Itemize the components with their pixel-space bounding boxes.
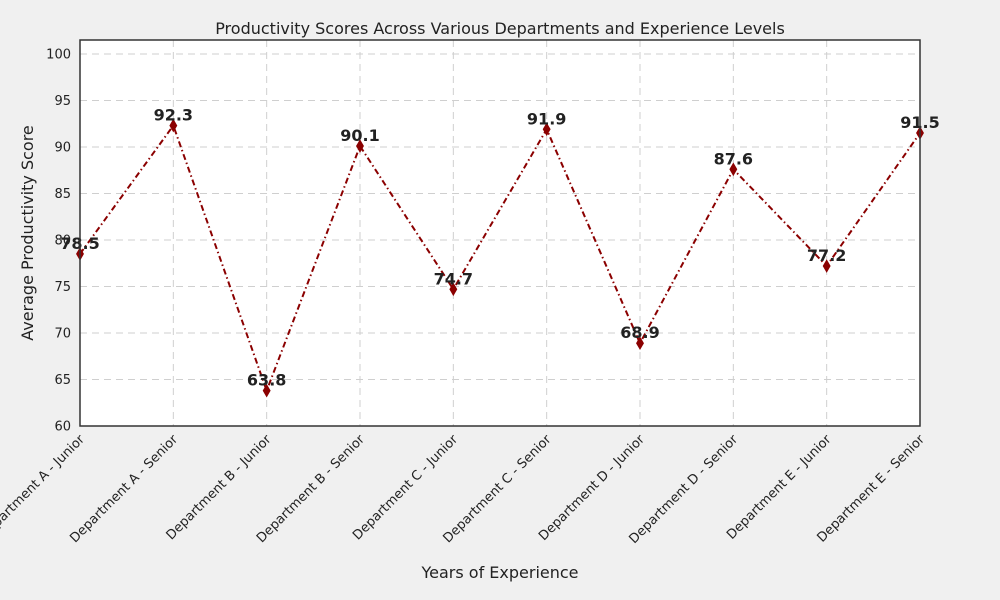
y-tick-label: 100 xyxy=(46,47,71,62)
y-tick-label: 95 xyxy=(54,94,71,109)
data-point-marker xyxy=(729,162,738,177)
y-tick-label: 90 xyxy=(54,140,71,155)
x-tick-label: Department A - Senior xyxy=(67,432,181,546)
y-tick-label: 85 xyxy=(54,187,71,202)
x-tick-label: Department D - Junior xyxy=(536,432,648,544)
x-tick-label: Department E - Junior xyxy=(724,432,835,543)
data-label: 87.6 xyxy=(714,149,753,168)
data-label: 77.2 xyxy=(807,246,846,265)
data-point-marker xyxy=(449,282,458,297)
x-tick-label: Department B - Senior xyxy=(254,432,368,546)
data-label: 74.7 xyxy=(434,269,473,288)
plot-area xyxy=(80,40,920,426)
data-label: 68.9 xyxy=(620,323,659,342)
data-label: 63.8 xyxy=(247,371,286,390)
x-tick-label: Department E - Senior xyxy=(814,432,928,546)
chart-title: Productivity Scores Across Various Depar… xyxy=(215,19,785,38)
x-axis-label: Years of Experience xyxy=(420,563,578,582)
data-point-marker xyxy=(542,122,551,137)
x-tick-label: Department C - Junior xyxy=(350,432,462,544)
x-tick-label: Department C - Senior xyxy=(440,432,554,546)
y-tick-label: 70 xyxy=(54,326,71,341)
plot-frame xyxy=(79,39,921,427)
data-point-marker xyxy=(169,118,178,133)
data-label: 91.9 xyxy=(527,109,566,128)
y-axis-label: Average Productivity Score xyxy=(18,125,37,341)
x-tick-label: Department D - Senior xyxy=(626,432,741,547)
data-label: 92.3 xyxy=(154,106,193,125)
data-label: 90.1 xyxy=(340,126,379,145)
data-point-marker xyxy=(822,259,831,273)
y-tick-label: 65 xyxy=(54,373,71,388)
data-point-marker xyxy=(636,336,644,351)
y-tick-label: 75 xyxy=(54,280,71,295)
data-point-marker xyxy=(262,383,271,398)
series-line xyxy=(79,124,921,392)
y-tick-label: 80 xyxy=(54,233,71,248)
x-tick-label: Department B - Junior xyxy=(164,432,275,543)
y-tick-label: 60 xyxy=(54,420,71,435)
data-point-marker xyxy=(356,139,364,153)
y-tick-layer: 60 65 70 75 80 85 90 95 100 xyxy=(46,47,71,434)
